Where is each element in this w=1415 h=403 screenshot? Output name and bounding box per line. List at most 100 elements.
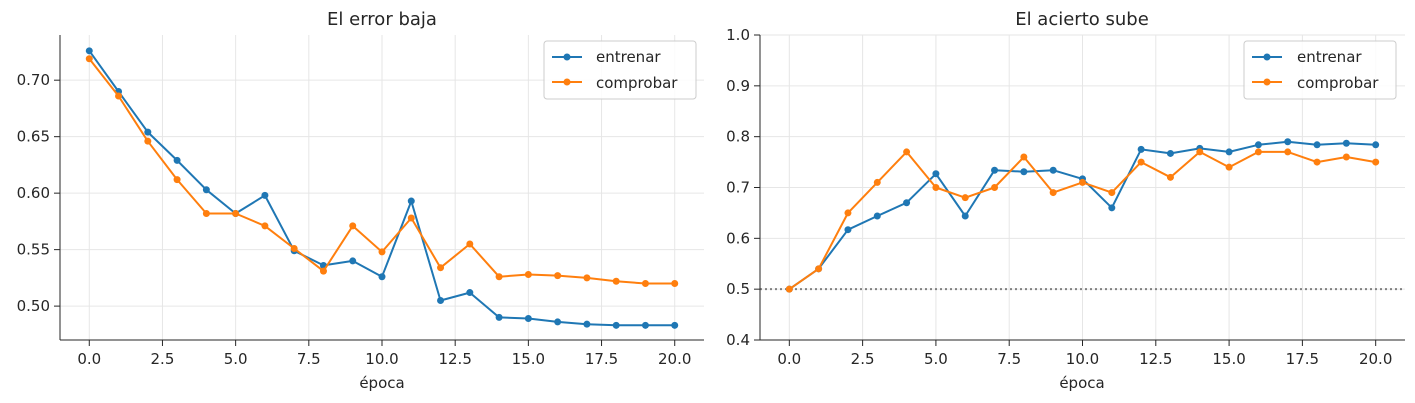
- data-point-entrenar: [378, 273, 386, 281]
- data-point-entrenar: [991, 166, 999, 174]
- y-tick-label: 0.8: [726, 128, 750, 146]
- data-point-comprobar: [1254, 148, 1262, 156]
- data-point-entrenar: [932, 170, 940, 178]
- legend: entrenar comprobar: [1243, 40, 1397, 100]
- data-point-comprobar: [903, 148, 911, 156]
- x-tick-label: 20.0: [1359, 350, 1392, 368]
- series-lines: [85, 47, 679, 329]
- x-tick-label: 2.5: [851, 350, 875, 368]
- data-point-entrenar: [144, 128, 152, 136]
- data-point-entrenar: [407, 197, 415, 205]
- data-point-entrenar: [202, 186, 210, 194]
- data-point-comprobar: [261, 222, 269, 230]
- data-point-comprobar: [319, 267, 327, 275]
- x-tick-label: 17.5: [585, 350, 618, 368]
- data-point-entrenar: [1166, 149, 1174, 157]
- data-point-entrenar: [903, 199, 911, 207]
- legend-label-comprobar: comprobar: [1297, 74, 1379, 92]
- data-point-entrenar: [261, 191, 269, 199]
- y-tick-label: 0.5: [726, 280, 750, 298]
- y-tick-label: 1.0: [726, 26, 750, 44]
- data-point-comprobar: [583, 274, 591, 282]
- data-point-comprobar: [466, 240, 474, 248]
- data-point-comprobar: [1049, 189, 1057, 197]
- data-point-comprobar: [991, 184, 999, 191]
- x-tick-label: 7.5: [997, 350, 1021, 368]
- data-point-comprobar: [495, 273, 503, 281]
- chart-error: El error baja época 0.0 2.5 5.0 7.5 10.0 12.5…: [17, 9, 704, 392]
- y-tick-label: 0.55: [17, 241, 50, 259]
- data-point-comprobar: [1166, 173, 1174, 181]
- data-point-entrenar: [961, 212, 969, 220]
- y-tick-label: 0.65: [17, 128, 50, 146]
- data-point-entrenar: [1225, 148, 1233, 156]
- legend-marker-entrenar: [1263, 53, 1271, 61]
- data-point-entrenar: [173, 156, 181, 164]
- data-point-entrenar: [1020, 168, 1028, 176]
- data-point-comprobar: [1020, 153, 1028, 161]
- data-point-entrenar: [466, 289, 474, 297]
- data-point-entrenar: [873, 212, 881, 220]
- x-tick-label: 5.0: [924, 350, 948, 368]
- data-point-comprobar: [671, 280, 679, 288]
- data-point-comprobar: [524, 270, 532, 278]
- legend-label-comprobar: comprobar: [596, 74, 678, 92]
- data-point-entrenar: [1137, 145, 1145, 153]
- data-point-comprobar: [202, 209, 210, 217]
- legend-marker-entrenar: [563, 53, 571, 61]
- y-tick-label: 0.4: [726, 331, 750, 349]
- x-tick-label: 12.5: [438, 350, 471, 368]
- data-point-comprobar: [144, 137, 152, 145]
- x-tick-label: 7.5: [297, 350, 321, 368]
- data-point-entrenar: [437, 296, 445, 304]
- x-tick-label: 17.5: [1286, 350, 1319, 368]
- data-point-comprobar: [554, 272, 562, 280]
- axes: 0.0 2.5 5.0 7.5 10.0 12.5 15.0 17.5 20.0 0.50 0.55…: [17, 35, 704, 368]
- data-point-comprobar: [815, 265, 823, 273]
- y-tick-label: 0.7: [726, 179, 750, 197]
- data-point-comprobar: [85, 55, 93, 63]
- legend-label-entrenar: entrenar: [596, 48, 661, 66]
- data-point-comprobar: [349, 222, 357, 230]
- data-point-entrenar: [85, 47, 93, 55]
- data-point-comprobar: [641, 280, 649, 288]
- x-tick-label: 15.0: [512, 350, 545, 368]
- legend-label-entrenar: entrenar: [1297, 48, 1362, 66]
- data-point-comprobar: [932, 184, 940, 191]
- data-point-comprobar: [1342, 153, 1350, 161]
- data-point-entrenar: [1313, 141, 1321, 149]
- legend-box: [543, 40, 697, 100]
- x-tick-label: 0.0: [77, 350, 101, 368]
- data-point-comprobar: [785, 285, 793, 293]
- data-point-entrenar: [524, 315, 532, 323]
- data-point-comprobar: [173, 176, 181, 184]
- data-point-comprobar: [1137, 158, 1145, 166]
- series-lines: [785, 138, 1380, 293]
- data-point-comprobar: [1284, 148, 1292, 156]
- data-point-comprobar: [961, 194, 969, 202]
- y-tick-label: 0.50: [17, 297, 50, 315]
- data-point-comprobar: [1372, 158, 1380, 166]
- data-point-comprobar: [115, 92, 123, 100]
- data-point-comprobar: [1108, 189, 1116, 197]
- data-point-comprobar: [1079, 178, 1086, 186]
- x-tick-label: 2.5: [151, 350, 175, 368]
- data-point-entrenar: [844, 226, 852, 234]
- data-point-entrenar: [1342, 139, 1350, 147]
- legend-marker-comprobar: [563, 78, 571, 86]
- data-point-entrenar: [583, 320, 591, 328]
- data-point-entrenar: [1049, 166, 1057, 174]
- y-tick-label: 0.9: [726, 77, 750, 95]
- y-tick-label: 0.60: [17, 184, 50, 202]
- x-axis-label: época: [359, 374, 404, 392]
- legend-marker-comprobar: [1263, 78, 1271, 86]
- chart-title: El error baja: [327, 9, 437, 30]
- y-tick-label: 0.70: [17, 71, 50, 89]
- data-point-entrenar: [641, 321, 649, 329]
- data-point-entrenar: [495, 313, 503, 321]
- data-point-entrenar: [1284, 138, 1292, 146]
- x-tick-label: 20.0: [658, 350, 691, 368]
- data-point-comprobar: [378, 248, 386, 256]
- x-tick-label: 15.0: [1212, 350, 1245, 368]
